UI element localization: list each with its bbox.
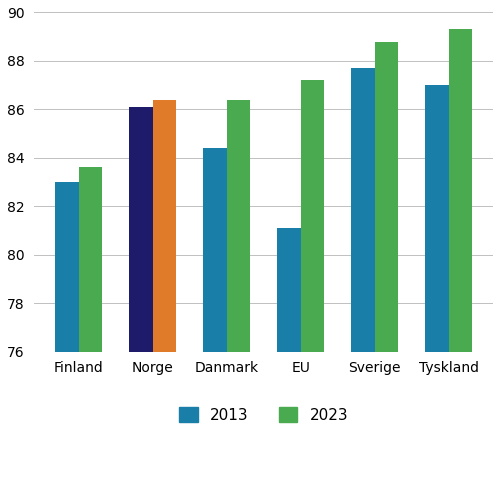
Bar xyxy=(55,182,79,352)
Bar xyxy=(226,100,250,352)
Bar xyxy=(129,107,153,352)
Bar xyxy=(448,29,472,352)
Bar xyxy=(351,68,374,352)
Bar xyxy=(153,100,176,352)
Bar xyxy=(277,228,300,352)
Legend: 2013, 2023: 2013, 2023 xyxy=(173,401,354,429)
Bar xyxy=(425,85,448,352)
Bar xyxy=(374,42,398,352)
Bar xyxy=(79,168,102,352)
Bar xyxy=(203,148,226,352)
Bar xyxy=(300,80,324,352)
